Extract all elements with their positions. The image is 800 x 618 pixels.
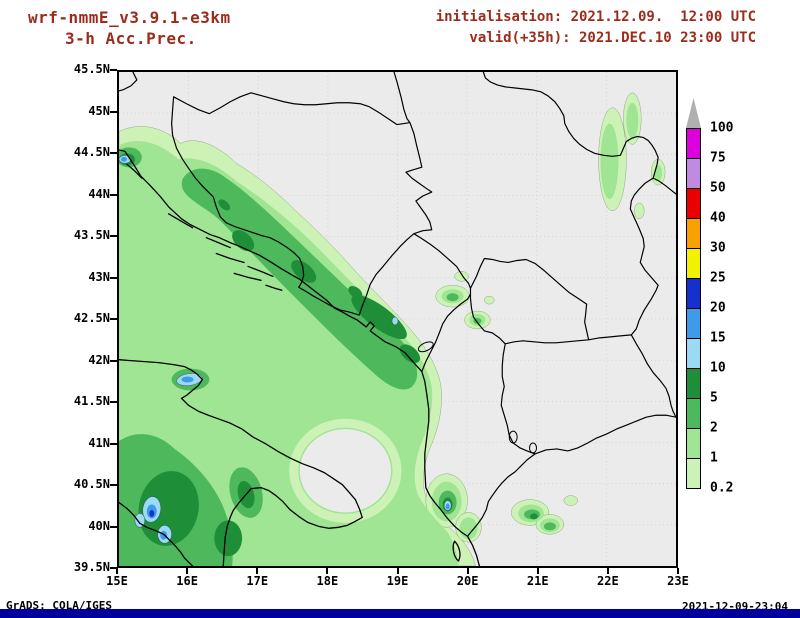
lon-tickmark [256,568,259,574]
lat-tickmark [110,442,117,445]
lat-tickmark [110,567,117,569]
lon-tickmark [116,568,118,574]
lat-tickmark [110,401,117,403]
lat-tickmark [110,110,117,113]
model-title: wrf-nmmE_v3.9.1-e3km [28,8,231,27]
colorbar-band [686,428,701,459]
lat-tick-label: 41N [88,435,110,450]
lat-tick-label: 40.5N [73,477,110,491]
colorbar-tick-label: 40 [710,210,726,226]
colorbar-band [686,158,701,189]
lat-tick-label: 43N [88,269,110,284]
colorbar-band [686,338,701,369]
lon-tickmark [677,568,679,574]
lon-tickmark [606,568,609,574]
lon-tick-label: 22E [597,574,619,588]
lake-skadar [417,341,434,353]
lat-tick-label: 44N [88,186,110,201]
lat-tick-label: 42.5N [73,311,110,325]
country-borders [119,72,676,537]
lon-tick-label: 23E [667,574,689,588]
lat-tick-label: 43.5N [73,228,110,242]
lat-tick-label: 39.5N [73,560,110,574]
colorbar-tick-label: 30 [710,240,726,256]
lat-tickmark [110,525,117,528]
lat-tick-label: 45N [88,103,110,118]
colorbar-band [686,368,701,399]
lat-tick-label: 41.5N [73,394,110,408]
colorbar-overflow-arrow [686,98,701,128]
coastline [119,149,481,566]
colorbar-tick-label: 100 [710,120,734,136]
colorbar-band [686,248,701,279]
colorbar-band [686,308,701,339]
colorbar-tick-label: 10 [710,360,726,376]
lon-tick-label: 15E [106,574,128,588]
lat-tickmark [110,318,117,320]
lon-tickmark [326,568,329,574]
colorbar-tick-label: 2 [710,420,718,436]
lon-tick-label: 20E [456,574,479,588]
lat-tick-label: 42N [88,352,110,367]
lat-tickmark [110,69,117,71]
map-plot-area [117,70,678,568]
precip-layer-20mm [149,509,155,517]
lat-tick-label: 44.5N [73,145,110,159]
colorbar-tick-label: 15 [710,330,726,346]
precip-gap-rim [289,418,402,523]
lon-tick-label: 17E [246,574,269,588]
colorbar-tick-label: 50 [710,180,726,196]
lat-tick-label: 45.5N [73,62,110,76]
initialisation-label: initialisation: 2021.12.09. 12:00 UTC [435,9,756,25]
map-canvas [119,72,676,566]
colorbar-band [686,278,701,309]
lon-tick-label: 18E [316,574,339,588]
lake-ohrid [508,430,518,444]
colorbar-tick-label: 1 [710,450,718,466]
valid-time-label: valid(+35h): 2021.DEC.10 23:00 UTC [469,30,756,46]
colorbar: 100 75 50 40 30 25 20 15 10 5 2 1 0.2 [686,90,798,520]
lake-prespa [529,442,537,454]
lon-tickmark [396,568,399,574]
lon-tick-label: 21E [526,574,549,588]
precip-gap [299,429,392,513]
lat-tickmark [110,152,117,154]
product-title: 3-h Acc.Prec. [65,29,197,48]
lon-tickmark [536,568,539,574]
lat-tickmark [110,276,117,279]
lat-tickmark [110,484,117,486]
colorbar-tick-label: 0.2 [710,480,734,496]
lakes [417,341,537,454]
colorbar-tick-label: 5 [710,390,718,406]
lat-tick-label: 40N [88,518,110,533]
colorbar-tick-label: 75 [710,150,726,166]
grads-credit: GrADS: COLA/IGES [6,599,112,612]
lat-tickmark [110,193,117,196]
colorbar-band [686,128,701,159]
lon-tick-label: 16E [176,574,198,588]
lon-tick-label: 19E [386,574,409,588]
lat-tickmark [110,359,117,362]
colorbar-band [686,398,701,429]
lon-tickmark [186,568,189,574]
colorbar-band [686,218,701,249]
footer-bar [0,609,800,618]
colorbar-tick-label: 20 [710,300,726,316]
colorbar-band [686,458,701,489]
lat-tickmark [110,235,117,237]
lon-tickmark [466,568,469,574]
colorbar-tick-label: 25 [710,270,726,286]
colorbar-band [686,188,701,219]
